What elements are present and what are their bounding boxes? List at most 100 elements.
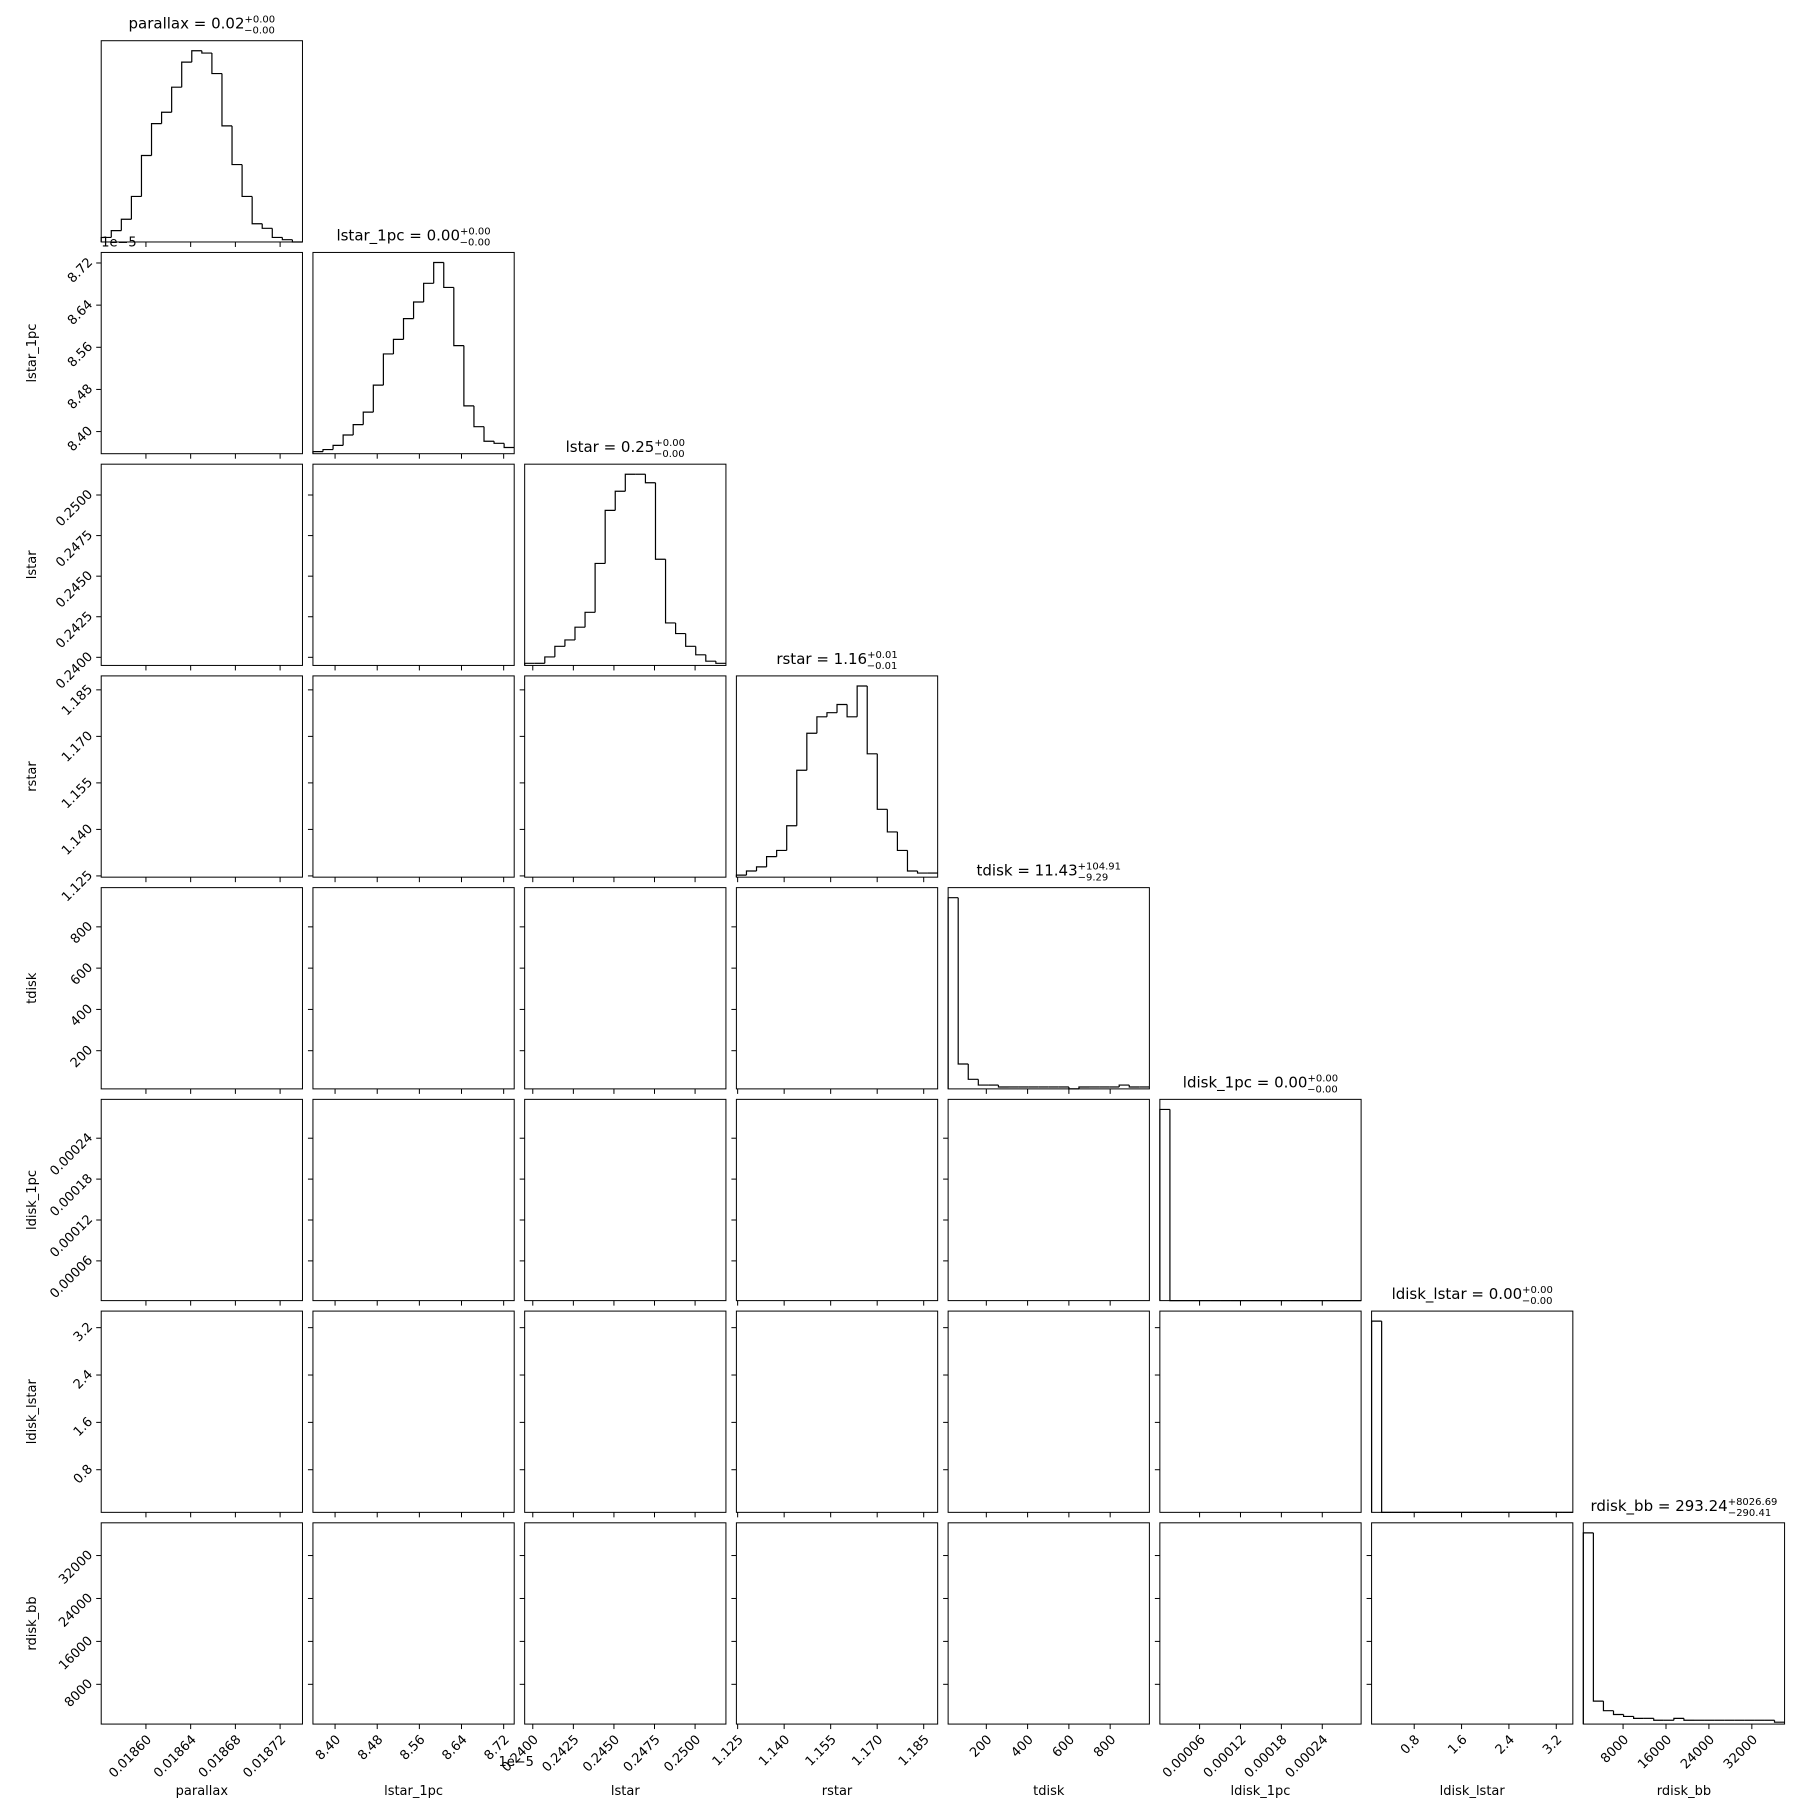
histogram-step (271, 228, 283, 239)
histogram-step (735, 874, 747, 878)
x-axis-name: parallax (176, 1784, 229, 1799)
histogram-step (483, 426, 495, 442)
y-axis-name: ldisk_1pc (25, 1170, 40, 1230)
x-tick-label: 0.2475 (621, 1733, 664, 1776)
x-tick-label: 200 (967, 1733, 995, 1761)
x-offset: 1e−5 (498, 1755, 533, 1770)
panel-frame (947, 1098, 1150, 1302)
x-axis-name: tdisk (1033, 1784, 1065, 1799)
histogram-step (160, 111, 172, 124)
histogram-step (412, 301, 424, 319)
histogram-step (342, 434, 354, 446)
panel-frame (100, 40, 303, 243)
histogram-step (574, 626, 586, 640)
histogram-step (463, 345, 474, 407)
histogram-step (967, 1064, 979, 1080)
x-tick-label: 1.140 (756, 1733, 793, 1770)
x-tick-label: 3.2 (1540, 1733, 1565, 1758)
panel-frame (1371, 1310, 1574, 1513)
histogram-step (1683, 1718, 1694, 1721)
title-plus: +0.00 (245, 15, 276, 26)
histogram-step (201, 50, 212, 54)
y-tick-label: 400 (68, 1002, 96, 1030)
histogram-step (312, 451, 324, 454)
histogram-step (171, 86, 182, 113)
histogram-step (765, 856, 777, 867)
y-tick-label: 200 (68, 1043, 96, 1071)
y-axis-name: tdisk (25, 972, 40, 1004)
histogram-step (1633, 1716, 1644, 1719)
x-tick-label: 0.2500 (661, 1733, 704, 1776)
histogram-step (836, 703, 848, 713)
histogram-step (654, 482, 666, 560)
x-tick-label: 8.56 (397, 1733, 428, 1764)
title-minus: −0.00 (1307, 1084, 1338, 1095)
histogram-step (433, 261, 444, 284)
y-tick-label: 16000 (56, 1634, 96, 1674)
y-tick-label: 1.140 (59, 822, 96, 859)
x-tick-label: 8000 (1598, 1733, 1632, 1767)
panel-frame (100, 1310, 303, 1513)
title-plus: +0.00 (1522, 1285, 1553, 1296)
y-tick-label: 1.6 (71, 1415, 96, 1440)
title-plus: +8026.69 (1728, 1497, 1778, 1508)
histogram-step (544, 656, 555, 664)
title-main: rdisk_bb = 293.24 (1590, 1497, 1727, 1516)
x-tick-label: 1.125 (710, 1733, 747, 1770)
histogram-step (1118, 1084, 1130, 1087)
histogram-step (554, 645, 565, 657)
histogram-step (1582, 1532, 1594, 1725)
histogram-step (977, 1079, 989, 1086)
x-tick-label: 1.155 (803, 1733, 840, 1770)
histogram-step (664, 559, 676, 624)
title-minus: −0.00 (460, 237, 491, 248)
histogram-step (443, 262, 454, 289)
x-tick-label: 800 (1091, 1733, 1119, 1761)
panel-title: parallax = 0.02+0.00 −0.00 (129, 15, 276, 37)
panel-frame (524, 887, 727, 1090)
y-tick-label: 3.2 (71, 1320, 96, 1345)
y-tick-label: 24000 (56, 1591, 96, 1631)
panel-frame (312, 675, 515, 878)
y-tick-label: 0.2425 (53, 609, 96, 652)
x-tick-label: 16000 (1635, 1733, 1675, 1773)
x-tick-label: 8.64 (439, 1733, 470, 1764)
histogram-step (493, 441, 505, 444)
y-tick-label: 1.170 (59, 729, 96, 766)
title-main: parallax = 0.02 (129, 15, 245, 33)
panel-title: lstar = 0.25+0.00 −0.00 (566, 438, 685, 460)
title-minus: −0.00 (244, 26, 275, 37)
title-plus: +104.91 (1078, 862, 1121, 873)
panel-frame (524, 675, 727, 878)
x-tick-label: 0.01860 (106, 1733, 155, 1782)
histogram-step (402, 318, 414, 340)
histogram-step (806, 732, 817, 771)
histogram-step (191, 50, 202, 63)
panel-frame (1159, 1310, 1362, 1513)
histogram-step (1592, 1532, 1604, 1702)
histogram-step (181, 61, 192, 88)
panel-frame (524, 1522, 727, 1725)
y-tick-label: 32000 (56, 1548, 96, 1588)
panel-title: ldisk_lstar = 0.00+0.00 −0.00 (1392, 1285, 1553, 1307)
histogram-step (786, 825, 797, 851)
x-tick-label: 0.01864 (151, 1733, 200, 1782)
histogram-step (745, 870, 757, 876)
panel-frame (1159, 1522, 1362, 1725)
histogram-step (906, 850, 918, 872)
title-plus: +0.01 (867, 650, 898, 661)
panel-frame (100, 251, 303, 455)
histogram-step (261, 223, 273, 229)
histogram-step (150, 123, 162, 156)
histogram-step (110, 229, 122, 238)
histogram-step (685, 633, 696, 647)
histogram-step (997, 1085, 1009, 1088)
y-tick-label: 0.00012 (47, 1212, 96, 1261)
histogram-step (916, 870, 928, 874)
panel-frame (947, 1522, 1150, 1725)
y-tick-label: 1.155 (59, 775, 96, 812)
histogram-step (1068, 1086, 1079, 1090)
x-axis-name: ldisk_1pc (1231, 1784, 1291, 1799)
histogram-step (392, 338, 404, 354)
histogram-step (896, 831, 908, 852)
